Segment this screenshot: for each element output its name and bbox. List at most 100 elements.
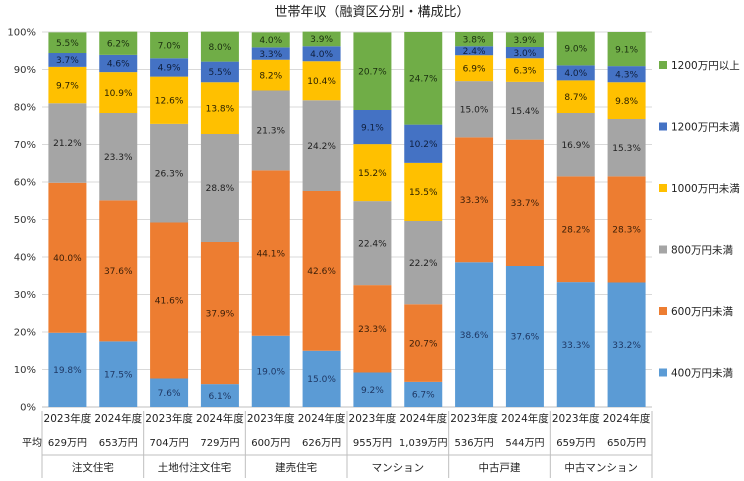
legend-label: 400万円未満 [671, 368, 734, 380]
data-label: 7.6% [158, 389, 181, 399]
data-label: 8.0% [208, 43, 231, 53]
bar-segment [505, 81, 544, 140]
bar-segment [556, 31, 595, 66]
data-label: 24.7% [409, 75, 438, 85]
x-tick-label: 2023年度 [247, 412, 295, 425]
bar-segment [48, 103, 87, 183]
bars: 19.8% 40.0% 21.2% 9.7% 3.7% 5.5% 17.5% 37.6% 23.… [48, 31, 646, 407]
bar-segment [99, 31, 138, 55]
data-label: 22.2% [409, 259, 438, 269]
data-label: 4.9% [158, 64, 181, 74]
x-tick-label: 2024年度 [501, 412, 549, 425]
data-label: 9.0% [564, 45, 587, 55]
bar-segment [251, 47, 290, 60]
data-label: 7.0% [158, 41, 181, 51]
bar-segment [404, 32, 443, 125]
average-row-label: 平均 [22, 437, 42, 449]
bar-segment [353, 372, 392, 407]
data-label: 9.1% [361, 123, 384, 133]
bar-segment [99, 54, 138, 73]
data-label: 37.6% [511, 333, 540, 343]
data-label: 3.8% [463, 35, 486, 45]
bar-segment [150, 222, 189, 379]
data-label: 8.7% [564, 93, 587, 103]
y-tick-label: 20% [14, 328, 36, 339]
bar-segment [150, 76, 189, 124]
legend-swatch [659, 122, 667, 131]
y-tick-label: 60% [14, 178, 36, 189]
y-tick-label: 70% [14, 140, 36, 151]
legend-label: 600万円未満 [671, 306, 734, 318]
x-tick-label: 2024年度 [603, 412, 651, 425]
data-label: 3.3% [259, 50, 282, 60]
data-label: 6.2% [107, 39, 130, 49]
legend: 1200万円以上 1200万円未満 1000万円未満 800万円未満 600万円未満 40… [659, 60, 740, 380]
legend-label: 1000万円未満 [671, 183, 740, 195]
bar-segment [607, 66, 646, 83]
data-label: 3.9% [513, 36, 536, 46]
y-tick-label: 80% [14, 103, 36, 114]
bar-segment [99, 341, 138, 407]
data-label: 20.7% [358, 67, 387, 77]
bar-segment [455, 137, 494, 263]
gridlines [42, 31, 652, 408]
group-label: マンション [372, 462, 425, 474]
bar-segment [455, 55, 494, 82]
data-label: 9.7% [56, 81, 79, 91]
x-tick-label: 2024年度 [196, 412, 244, 425]
data-label: 17.5% [104, 370, 133, 380]
bar-segment [607, 119, 646, 177]
bar-segment [353, 285, 392, 373]
bar-segment [353, 110, 392, 145]
data-label: 15.2% [358, 169, 387, 179]
average-income-label: 955万円 [353, 438, 392, 449]
data-label: 22.4% [358, 239, 387, 249]
data-label: 16.9% [561, 141, 590, 151]
bar-segment [556, 282, 595, 407]
group-label: 注文住宅 [72, 461, 114, 474]
data-label: 40.0% [53, 254, 82, 264]
legend-swatch [659, 61, 667, 69]
bar-segment [556, 65, 595, 81]
legend-label: 1200万円以上 [671, 60, 740, 72]
data-label: 2.4% [463, 47, 486, 57]
y-tick-label: 30% [14, 290, 36, 301]
legend-swatch [659, 368, 667, 377]
bar-segment [607, 176, 646, 283]
data-label: 41.6% [155, 297, 184, 307]
data-label: 23.3% [358, 325, 387, 335]
data-label: 26.3% [155, 169, 184, 179]
data-label: 3.9% [310, 35, 333, 45]
data-label: 4.0% [259, 36, 282, 46]
x-axis: 2023年度 629万円 2024年度 653万円 2023年度 704万円 2024年度 7… [22, 411, 653, 478]
bar-segment [505, 47, 544, 59]
x-tick-label: 2023年度 [552, 412, 600, 425]
data-label: 10.2% [409, 140, 438, 150]
bar-segment [404, 221, 443, 305]
x-tick-label: 2023年度 [44, 412, 92, 425]
bar-segment [455, 46, 494, 56]
data-label: 4.0% [564, 69, 587, 79]
bar-segment [556, 113, 595, 177]
data-label: 9.8% [615, 97, 638, 107]
data-label: 3.0% [513, 49, 536, 59]
bar-segment [150, 32, 189, 59]
bar-segment [200, 242, 239, 385]
data-label: 4.6% [107, 60, 130, 70]
bar-segment [251, 59, 290, 91]
x-tick-label: 2024年度 [399, 412, 447, 425]
data-label: 15.0% [460, 105, 489, 115]
bar-segment [99, 72, 138, 113]
bar-segment [607, 82, 646, 119]
bar-segment [150, 378, 189, 407]
average-income-label: 544万円 [505, 438, 544, 449]
legend-label: 800万円未満 [671, 245, 734, 257]
y-tick-label: 50% [14, 215, 36, 226]
bar-segment [48, 53, 87, 67]
y-tick-label: 10% [14, 365, 36, 376]
data-label: 3.7% [56, 56, 79, 66]
x-tick-label: 2023年度 [145, 412, 193, 425]
data-label: 13.8% [206, 104, 235, 114]
average-income-label: 659万円 [556, 438, 595, 449]
